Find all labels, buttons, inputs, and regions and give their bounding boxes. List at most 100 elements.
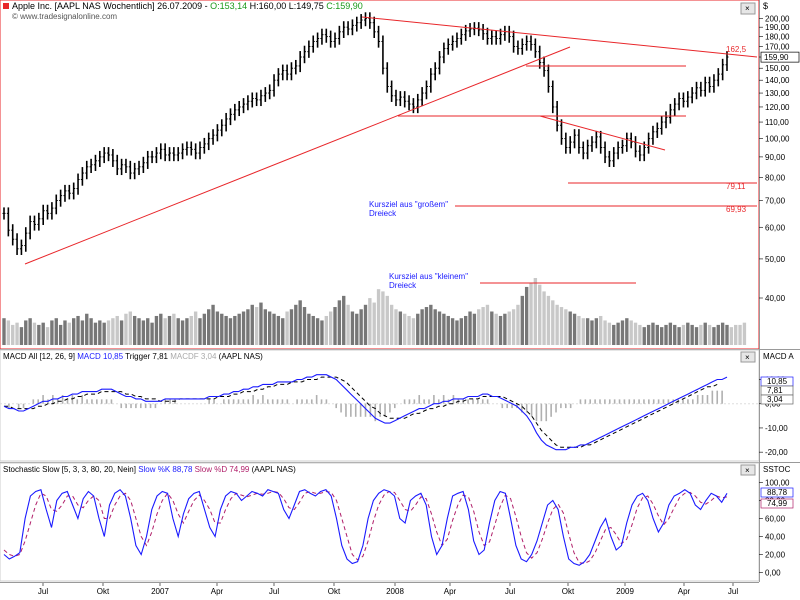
volume-bar: [89, 318, 93, 345]
volume-bar: [494, 313, 498, 345]
price-tick-label: 90,00: [765, 153, 786, 162]
macd-header-suffix: (AAPL NAS): [216, 352, 263, 361]
volume-bar: [159, 313, 163, 345]
price-tick-label: 70,00: [765, 197, 786, 206]
x-tick-label: Apr: [211, 587, 224, 596]
volume-bar: [93, 322, 98, 345]
macd-value-label: 10,85: [767, 377, 788, 386]
volume-bar: [551, 300, 555, 345]
volume-bar: [250, 304, 254, 345]
volume-bar: [607, 322, 612, 345]
macd-header-macdf: MACDF 3,04: [170, 352, 217, 361]
volume-bar: [241, 311, 246, 345]
svg-text:Stochastic Slow [5, 3, 3, 80,: Stochastic Slow [5, 3, 3, 80, 20, Nein] …: [3, 465, 296, 474]
volume-bar: [167, 315, 172, 345]
volume-bar: [41, 322, 45, 345]
stoch-close-button[interactable]: [740, 464, 756, 476]
volume-bar: [71, 318, 76, 345]
price-tick-label: 180,00: [765, 33, 790, 42]
volume-bar: [468, 311, 472, 345]
svg-text:Apple Inc. [AAPL NAS Wochentl: Apple Inc. [AAPL NAS Wochentlich] 26.07.…: [12, 1, 363, 11]
stoch-header-prefix: Stochastic Slow [5, 3, 3, 80, 20, Nein]: [3, 465, 138, 474]
volume-bar: [58, 324, 63, 345]
volume-bar: [568, 311, 572, 345]
stoch-value-marker: [760, 498, 794, 509]
macd-header-trigger: Trigger 7,81: [123, 352, 170, 361]
trendlines: [24, 16, 758, 284]
price-tick-label: 200,00: [765, 14, 790, 23]
volume-bar: [446, 315, 450, 345]
volume-bar: [176, 318, 180, 345]
volume-bar: [80, 320, 85, 345]
macd-tick-label: -10,00: [765, 424, 788, 433]
volume-bar: [625, 318, 629, 345]
volume-bar: [119, 320, 124, 345]
volume-bar: [98, 320, 102, 345]
annotation-kursziel-klein-2: Dreieck: [389, 281, 417, 290]
last-price-marker: [760, 51, 800, 63]
macd-axis-label: MACD A: [763, 352, 794, 361]
volume-bar: [132, 315, 137, 345]
volume-bar: [54, 318, 58, 345]
volume-bar: [729, 327, 734, 345]
volume-bar: [381, 291, 385, 345]
x-tick-label: Okt: [328, 587, 341, 596]
macd-header: MACD All [12, 26, 9] MACD 10,85 Trigger …: [3, 351, 794, 363]
volume-bar: [450, 318, 455, 345]
volume-bar: [424, 307, 429, 345]
volume-bar: [272, 313, 276, 345]
volume-bar: [572, 313, 577, 345]
trendline-support: [24, 46, 571, 265]
stoch-tick-label: 40,00: [765, 533, 786, 542]
volume-bars: 40,00: [2, 278, 786, 345]
x-tick-label: Okt: [562, 587, 575, 596]
volume-tick-label: 40,00: [765, 294, 786, 303]
volume-bar: [315, 318, 320, 345]
volume-bar: [276, 315, 281, 345]
volume-bar: [220, 313, 224, 345]
volume-bar: [420, 309, 424, 345]
panel-close-button[interactable]: [740, 2, 756, 15]
volume-bar: [416, 313, 420, 345]
volume-bar: [37, 324, 41, 345]
x-tick-label: Apr: [444, 587, 457, 596]
volume-bar: [690, 324, 694, 345]
level-label-6993: 69,93: [726, 205, 747, 214]
macd-close-button[interactable]: [740, 351, 756, 363]
trendline-small-triangle: [539, 115, 666, 151]
volume-bar: [629, 320, 633, 345]
price-tick-label: 170,00: [765, 42, 790, 51]
last-price-label: 159,90: [764, 53, 789, 62]
volume-bar: [620, 320, 625, 345]
annotation-kursziel-gross-1: Kursziel aus "großem": [369, 200, 448, 209]
volume-bar: [437, 311, 442, 345]
price-tick-label: 100,00: [765, 135, 790, 144]
macd-value-marker: [760, 394, 794, 405]
stoch-tick-label: 0,00: [765, 569, 781, 578]
volume-bar: [172, 313, 176, 345]
stoch-panel-frame: [0, 462, 760, 582]
volume-bar: [455, 320, 459, 345]
volume-bar: [529, 282, 533, 345]
header-low: L:149,75: [289, 1, 324, 11]
volume-bar: [67, 322, 72, 345]
volume-bar: [524, 286, 529, 345]
volume-bar: [50, 320, 54, 345]
stoch-value-marker: [760, 487, 794, 498]
volume-bar: [228, 318, 233, 345]
volume-bar: [328, 311, 333, 345]
volume-bar: [511, 309, 516, 345]
volume-bar: [294, 304, 298, 345]
x-tick-label: Apr: [678, 587, 691, 596]
volume-bar: [725, 324, 729, 345]
volume-bar: [368, 298, 372, 345]
annotation-kursziel-klein-1: Kursziel aus "kleinem": [389, 272, 468, 281]
series-color-icon: [3, 3, 9, 9]
svg-text:MACD All [12, 26, 9] MACD 10,8: MACD All [12, 26, 9] MACD 10,85 Trigger …: [3, 352, 263, 361]
volume-bar: [372, 302, 376, 345]
level-label-7911: 79,11: [726, 182, 746, 191]
macd-header-macd: MACD 10,85: [77, 352, 123, 361]
volume-bar: [106, 320, 111, 345]
volume-bar: [677, 327, 681, 345]
